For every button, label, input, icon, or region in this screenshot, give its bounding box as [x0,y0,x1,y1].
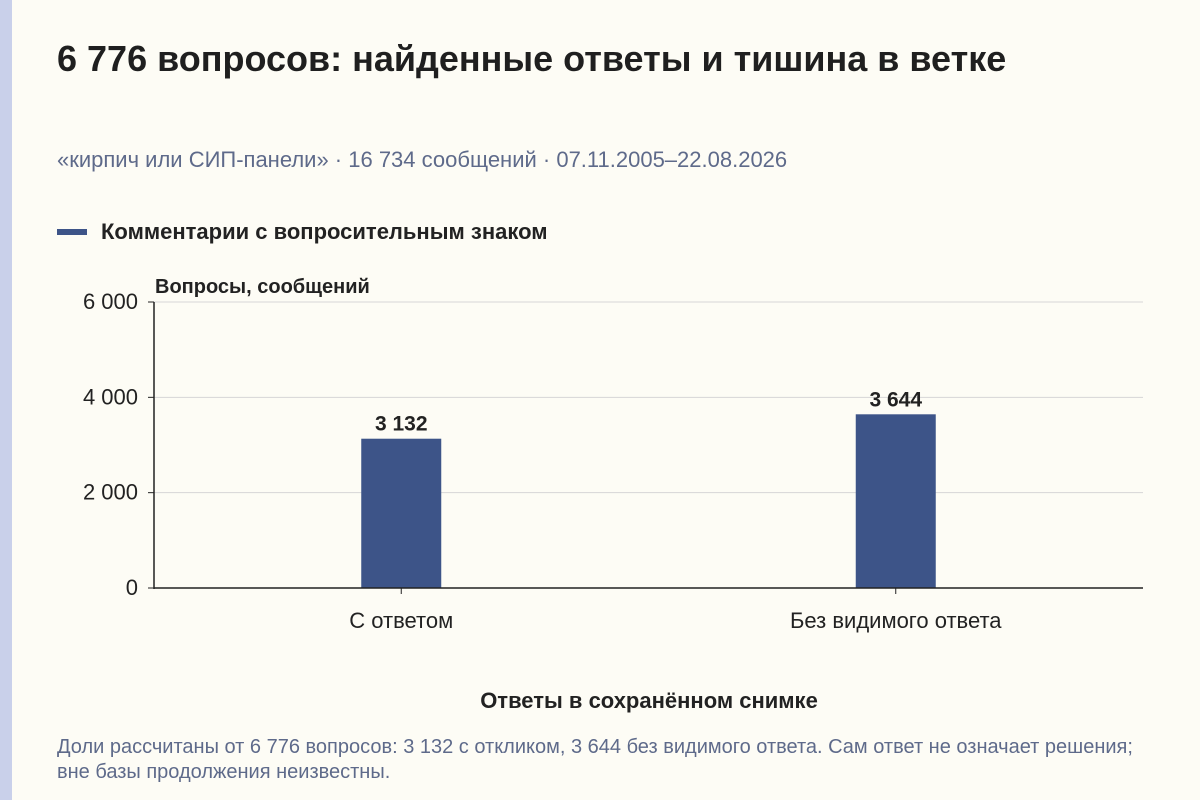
chart-subtitle: «кирпич или СИП-панели» · 16 734 сообщен… [57,147,788,172]
axis-labels: 0 2 000 4 000 6 000 3 132 С ответом 3 644 Без в… [83,289,1002,633]
legend-label: Комментарии с вопросительным знаком [101,219,548,244]
y-tick-label: 6 000 [83,289,138,314]
bar [855,414,936,588]
chart-title: 6 776 вопросов: найденные ответы и тишин… [57,38,1007,79]
grid-lines [154,301,1143,494]
y-tick-label: 4 000 [83,384,138,409]
x-tick-label: С ответом [349,608,453,633]
footnote: Доли рассчитаны от 6 776 вопросов: 3 132… [57,736,1133,783]
x-axis-label: Ответы в сохранённом снимке [480,688,818,713]
y-axis-label: Вопросы, сообщений [155,276,370,298]
y-tick-label: 2 000 [83,480,138,505]
bar-value-label: 3 644 [869,388,922,411]
bar [361,438,442,588]
y-tick-label: 0 [126,575,138,600]
legend-swatch [57,229,87,235]
x-tick-label: Без видимого ответа [790,608,1002,633]
bar-value-label: 3 132 [375,413,428,436]
legend: Комментарии с вопросительным знаком [57,218,548,246]
accent-strip [0,0,12,800]
bar-chart: Вопросы, сообщений 0 2 000 4 000 6 000 3 132… [83,276,1143,713]
bars [361,414,936,588]
